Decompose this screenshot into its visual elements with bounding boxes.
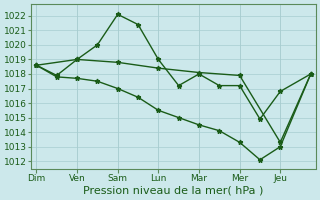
X-axis label: Pression niveau de la mer( hPa ): Pression niveau de la mer( hPa ) xyxy=(84,186,264,196)
